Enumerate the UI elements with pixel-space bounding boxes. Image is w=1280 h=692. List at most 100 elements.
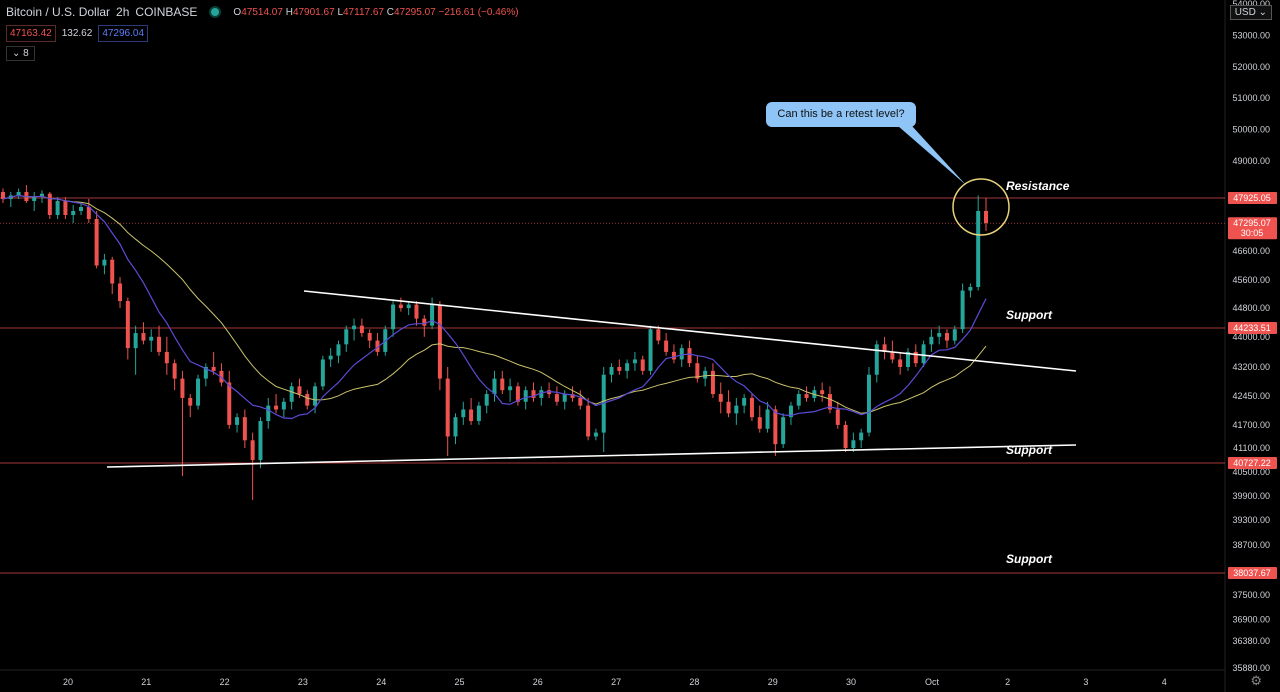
support-label[interactable]: Support	[1006, 308, 1053, 322]
candle-body[interactable]	[640, 359, 645, 371]
candle-body[interactable]	[929, 336, 934, 345]
candle-body[interactable]	[726, 401, 731, 414]
candle-body[interactable]	[281, 401, 286, 410]
candle-body[interactable]	[508, 386, 513, 391]
candle-body[interactable]	[63, 201, 68, 216]
ascending-trendline[interactable]	[106, 444, 1077, 468]
candle-body[interactable]	[32, 197, 37, 202]
candle-body[interactable]	[164, 351, 169, 364]
candle-body[interactable]	[734, 405, 739, 414]
candle-body[interactable]	[851, 440, 856, 448]
candle-body[interactable]	[874, 344, 879, 375]
candle-body[interactable]	[336, 344, 341, 356]
candle-body[interactable]	[320, 359, 325, 387]
candle-body[interactable]	[898, 359, 903, 367]
candle-body[interactable]	[788, 405, 793, 418]
currency-selector[interactable]: USD ⌄	[1229, 5, 1272, 20]
candle-body[interactable]	[398, 304, 403, 309]
candle-body[interactable]	[79, 207, 84, 212]
candle-body[interactable]	[570, 394, 575, 398]
candle-body[interactable]	[687, 348, 692, 364]
candle-body[interactable]	[500, 378, 505, 391]
candle-body[interactable]	[196, 378, 201, 406]
candle-body[interactable]	[188, 397, 193, 406]
candle-body[interactable]	[227, 382, 232, 425]
candle-body[interactable]	[359, 325, 364, 334]
buy-price-button[interactable]: 47296.04	[98, 25, 149, 42]
candle-body[interactable]	[921, 344, 926, 364]
descending-trendline[interactable]	[303, 290, 1077, 372]
candle-body[interactable]	[757, 417, 762, 429]
candle-body[interactable]	[242, 417, 247, 441]
candle-body[interactable]	[328, 355, 333, 360]
support-label[interactable]: Support	[1006, 552, 1053, 566]
candle-body[interactable]	[172, 363, 177, 379]
candle-body[interactable]	[820, 390, 825, 395]
candle-body[interactable]	[742, 397, 747, 406]
candle-body[interactable]	[593, 432, 598, 437]
candle-body[interactable]	[157, 336, 162, 352]
candle-body[interactable]	[671, 351, 676, 360]
indicators-toggle[interactable]: ⌄ 8	[6, 46, 35, 61]
candle-body[interactable]	[944, 333, 949, 341]
candle-body[interactable]	[827, 394, 832, 410]
callout-note[interactable]: Can this be a retest level?	[766, 102, 916, 127]
candle-body[interactable]	[102, 259, 107, 266]
candle-body[interactable]	[695, 363, 700, 379]
candle-body[interactable]	[235, 417, 240, 425]
candle-body[interactable]	[718, 394, 723, 402]
candle-body[interactable]	[414, 304, 419, 319]
candle-body[interactable]	[679, 348, 684, 360]
candle-body[interactable]	[461, 409, 466, 418]
candle-body[interactable]	[586, 405, 591, 437]
sell-price-button[interactable]: 47163.42	[6, 25, 56, 42]
candle-body[interactable]	[274, 405, 279, 410]
candle-body[interactable]	[469, 409, 474, 422]
candle-body[interactable]	[445, 378, 450, 437]
candle-body[interactable]	[352, 325, 357, 330]
candle-body[interactable]	[289, 386, 294, 402]
candle-body[interactable]	[203, 367, 208, 379]
support-label[interactable]: Support	[1006, 443, 1053, 457]
candle-body[interactable]	[859, 432, 864, 441]
candle-body[interactable]	[765, 409, 770, 429]
candle-body[interactable]	[40, 193, 45, 198]
candle-body[interactable]	[515, 386, 520, 402]
candle-body[interactable]	[492, 378, 497, 395]
candle-body[interactable]	[16, 191, 21, 196]
candle-body[interactable]	[890, 351, 895, 360]
candle-body[interactable]	[484, 394, 489, 406]
candle-body[interactable]	[976, 211, 981, 288]
candle-body[interactable]	[749, 397, 754, 418]
candle-body[interactable]	[375, 340, 380, 352]
candle-body[interactable]	[625, 363, 630, 371]
candle-body[interactable]	[710, 370, 715, 395]
candle-body[interactable]	[453, 417, 458, 437]
candle-body[interactable]	[266, 405, 271, 422]
candle-body[interactable]	[47, 193, 52, 216]
candle-body[interactable]	[882, 344, 887, 352]
candle-body[interactable]	[94, 219, 99, 266]
candle-body[interactable]	[960, 290, 965, 330]
candle-body[interactable]	[617, 367, 622, 371]
candle-body[interactable]	[133, 333, 138, 349]
candle-body[interactable]	[609, 367, 614, 375]
candle-body[interactable]	[952, 329, 957, 341]
candle-body[interactable]	[211, 367, 216, 371]
candle-body[interactable]	[703, 370, 708, 379]
candle-body[interactable]	[391, 304, 396, 330]
candle-body[interactable]	[773, 409, 778, 445]
candle-body[interactable]	[913, 351, 918, 364]
candle-body[interactable]	[905, 351, 910, 367]
candle-body[interactable]	[656, 329, 661, 341]
candle-body[interactable]	[937, 333, 942, 337]
candle-body[interactable]	[968, 287, 973, 291]
candle-body[interactable]	[1, 191, 5, 200]
candle-body[interactable]	[476, 405, 481, 422]
candle-body[interactable]	[866, 374, 871, 433]
candle-body[interactable]	[562, 394, 567, 402]
resistance-label[interactable]: Resistance	[1006, 179, 1070, 193]
candle-body[interactable]	[367, 333, 372, 341]
symbol-name[interactable]: Bitcoin / U.S. Dollar	[6, 5, 111, 19]
